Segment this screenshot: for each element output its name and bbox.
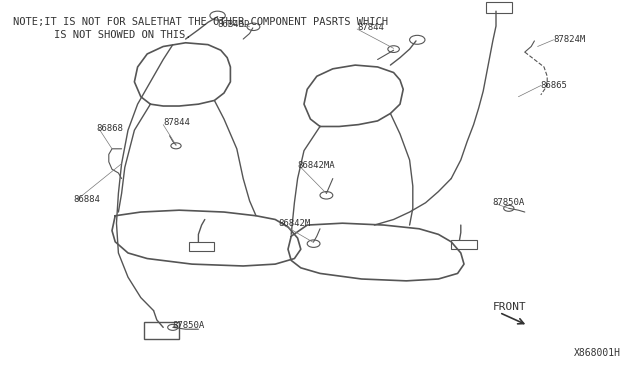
Bar bbox=[189, 242, 214, 251]
Text: 87844: 87844 bbox=[357, 23, 384, 32]
Text: 87824M: 87824M bbox=[554, 35, 586, 44]
Text: 86884: 86884 bbox=[74, 195, 100, 203]
Text: 87850A: 87850A bbox=[493, 198, 525, 207]
Text: FRONT: FRONT bbox=[493, 302, 527, 312]
Bar bbox=[451, 240, 477, 249]
Text: 86868: 86868 bbox=[96, 124, 123, 133]
Text: 86842M: 86842M bbox=[278, 219, 310, 228]
Text: IS NOT SHOWED ON THIS.: IS NOT SHOWED ON THIS. bbox=[54, 30, 192, 40]
Text: X868001H: X868001H bbox=[574, 349, 621, 358]
Text: 86842MA: 86842MA bbox=[298, 161, 335, 170]
Text: NOTE;IT IS NOT FOR SALETHAT THE OTHER COMPONENT PASRTS WHICH: NOTE;IT IS NOT FOR SALETHAT THE OTHER CO… bbox=[13, 17, 388, 27]
Text: 87844: 87844 bbox=[163, 118, 190, 127]
Bar bbox=[144, 322, 179, 339]
Text: 87850A: 87850A bbox=[173, 321, 205, 330]
Text: 86B4BP: 86B4BP bbox=[218, 20, 250, 29]
Text: 86865: 86865 bbox=[541, 81, 568, 90]
Bar bbox=[486, 2, 512, 13]
